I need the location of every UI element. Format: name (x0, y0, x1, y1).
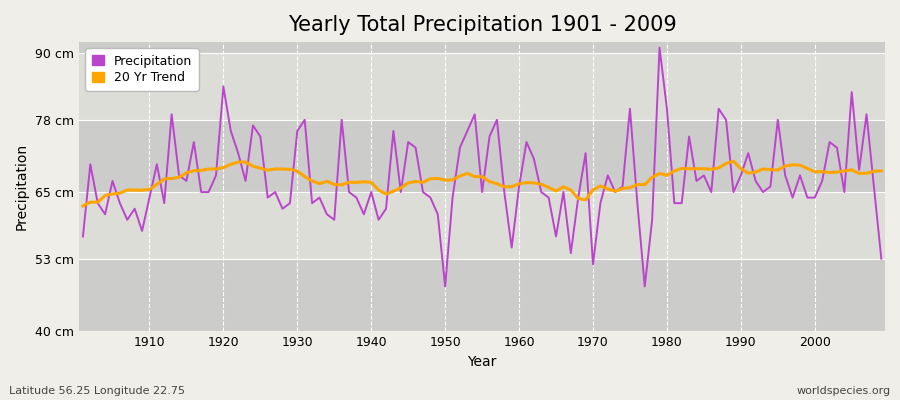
Bar (79, 192, 885, 259)
Text: worldspecies.org: worldspecies.org (796, 386, 891, 396)
Bar (79, 259, 885, 331)
Bar (79, 53, 885, 120)
Bar (79, 120, 885, 192)
Text: Latitude 56.25 Longitude 22.75: Latitude 56.25 Longitude 22.75 (9, 386, 185, 396)
Title: Yearly Total Precipitation 1901 - 2009: Yearly Total Precipitation 1901 - 2009 (288, 15, 677, 35)
Bar (79, 42, 885, 53)
Legend: Precipitation, 20 Yr Trend: Precipitation, 20 Yr Trend (86, 48, 199, 91)
X-axis label: Year: Year (467, 355, 497, 369)
Y-axis label: Precipitation: Precipitation (15, 143, 29, 230)
